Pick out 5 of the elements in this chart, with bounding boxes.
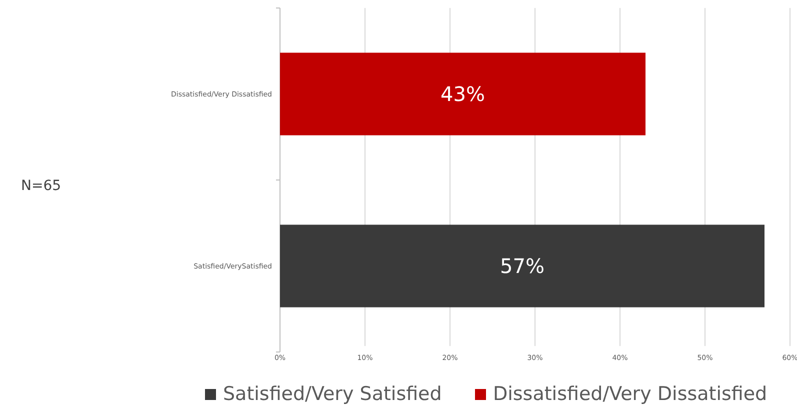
data-label: 57% xyxy=(500,254,544,278)
data-label: 43% xyxy=(440,82,485,106)
legend-label: Dissatisfied/Very Dissatisfied xyxy=(493,383,768,405)
text: N=65 xyxy=(21,178,62,194)
legend-label: Satisfied/Very Satisfied xyxy=(223,383,442,405)
